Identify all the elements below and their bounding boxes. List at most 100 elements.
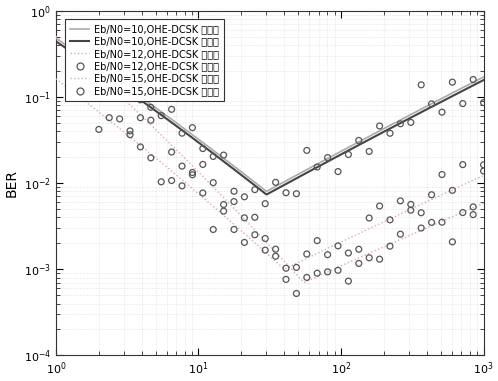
Point (282, 190, 290, 196)
Point (355, 260, 363, 266)
Point (375, 203, 383, 209)
Point (313, 238, 321, 244)
Point (209, 154, 217, 160)
Point (136, 97, 144, 103)
Point (448, 187, 456, 194)
Point (241, 239, 249, 245)
Point (355, 138, 363, 144)
Point (251, 187, 259, 193)
Point (271, 253, 279, 259)
Point (417, 210, 425, 216)
Point (157, 88, 165, 94)
Point (178, 130, 186, 136)
Point (334, 243, 342, 249)
Point (178, 183, 186, 189)
Point (417, 82, 425, 88)
Point (303, 274, 311, 280)
Point (428, 219, 436, 226)
Point (220, 202, 228, 208)
Point (407, 202, 415, 208)
Point (261, 247, 269, 253)
Point (261, 201, 269, 207)
Point (178, 163, 186, 169)
Point (282, 276, 290, 282)
Point (303, 251, 311, 257)
Point (220, 152, 228, 158)
Point (188, 172, 196, 178)
Point (136, 144, 144, 150)
Point (168, 106, 176, 112)
Point (230, 188, 238, 194)
Point (438, 109, 446, 115)
Point (407, 119, 415, 125)
Point (241, 194, 249, 200)
Point (324, 251, 332, 258)
Point (199, 190, 207, 196)
Point (386, 130, 394, 136)
Point (324, 155, 332, 161)
Point (407, 207, 415, 213)
Point (271, 179, 279, 186)
Point (459, 101, 467, 107)
Point (438, 171, 446, 178)
Point (147, 104, 155, 110)
Point (126, 128, 134, 134)
Point (355, 246, 363, 252)
Point (313, 270, 321, 276)
Point (251, 214, 259, 220)
Point (480, 168, 488, 174)
Point (428, 192, 436, 198)
Point (292, 290, 300, 296)
Point (220, 208, 228, 214)
Point (157, 179, 165, 185)
Point (136, 115, 144, 121)
Point (313, 164, 321, 170)
Point (469, 77, 477, 83)
Point (168, 178, 176, 184)
Point (469, 204, 477, 210)
Point (292, 190, 300, 197)
Point (375, 123, 383, 129)
Point (365, 148, 373, 154)
Point (292, 264, 300, 271)
Point (334, 267, 342, 273)
Point (396, 121, 404, 127)
Point (209, 226, 217, 232)
Point (448, 79, 456, 85)
Point (168, 149, 176, 155)
Point (303, 147, 311, 154)
Point (345, 278, 353, 284)
Point (345, 152, 353, 158)
Point (209, 179, 217, 186)
Point (417, 225, 425, 231)
Point (334, 168, 342, 174)
Point (105, 115, 113, 121)
Point (199, 146, 207, 152)
Point (230, 199, 238, 205)
Point (448, 239, 456, 245)
Point (428, 101, 436, 107)
Y-axis label: BER: BER (4, 169, 18, 197)
Point (126, 132, 134, 138)
Point (95, 71, 103, 77)
Point (261, 235, 269, 242)
Point (386, 243, 394, 249)
Point (116, 70, 124, 77)
Point (386, 217, 394, 223)
Point (126, 66, 134, 72)
Point (188, 170, 196, 176)
Point (116, 91, 124, 97)
Point (95, 58, 103, 64)
Point (438, 219, 446, 225)
Point (282, 265, 290, 271)
Point (375, 256, 383, 262)
Point (469, 211, 477, 218)
Point (230, 226, 238, 232)
Point (147, 117, 155, 123)
Legend: Eb/N0=10,OHE-DCSK 理论值, Eb/N0=10,OHE-DCSK 实验值, Eb/N0=12,OHE-DCSK 理论值, Eb/N0=12,OH: Eb/N0=10,OHE-DCSK 理论值, Eb/N0=10,OHE-DCSK… (65, 19, 224, 101)
Point (324, 269, 332, 275)
Point (157, 113, 165, 119)
Point (271, 246, 279, 252)
Point (147, 155, 155, 161)
Point (396, 198, 404, 204)
